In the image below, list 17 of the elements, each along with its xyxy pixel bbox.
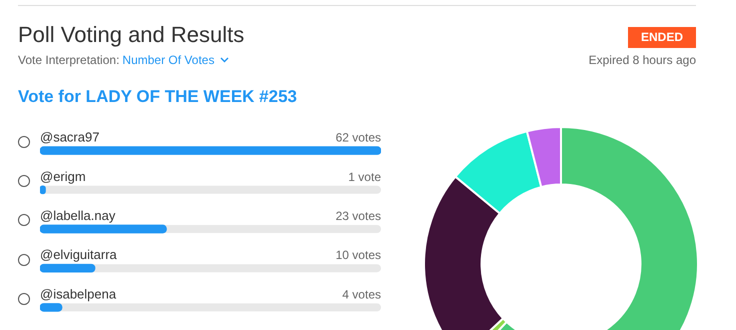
y-tick-label: @sacra97 [40,130,100,145]
data-label: 4 votes [342,287,381,302]
y-tick-label: @labella.nay [40,208,116,223]
y-tick-label: @erigm [40,168,86,184]
data-label: 23 votes [336,209,381,223]
text: Expired 8 hours ago [588,53,696,67]
y-tick-label: @isabelpena [40,286,117,302]
data-label: 1 vote [348,170,382,184]
data-label: 10 votes [336,248,381,262]
text: Number Of Votes [122,53,214,67]
text: Vote Interpretation: [18,53,120,67]
y-tick-label: @elviguitarra [40,247,118,262]
chart-title: Poll Voting and Results [18,22,244,48]
bar [40,264,96,273]
chart-subtitle: Vote for LADY OF THE WEEK #253 [18,87,297,107]
data-label: 62 votes [336,130,381,145]
text: ENDED [628,27,696,48]
